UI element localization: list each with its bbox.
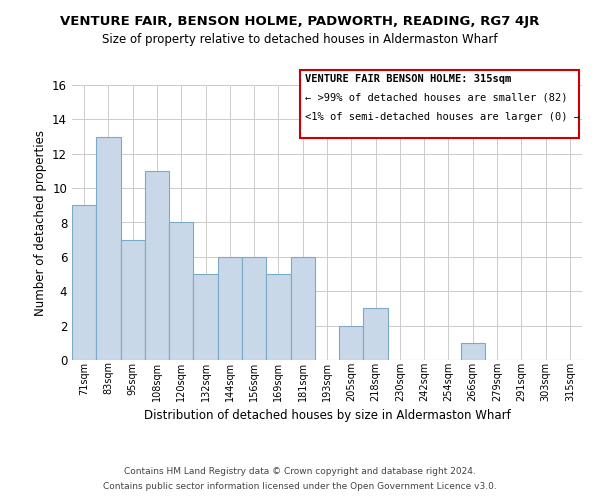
Bar	[461, 343, 485, 360]
Bar	[364, 308, 388, 360]
Bar	[242, 257, 266, 360]
Bar	[266, 274, 290, 360]
Bar	[72, 206, 96, 360]
Text: ← >99% of detached houses are smaller (82): ← >99% of detached houses are smaller (8…	[305, 93, 568, 103]
Bar	[96, 136, 121, 360]
Bar	[339, 326, 364, 360]
Text: Contains HM Land Registry data © Crown copyright and database right 2024.: Contains HM Land Registry data © Crown c…	[124, 467, 476, 476]
Bar	[121, 240, 145, 360]
Bar	[145, 171, 169, 360]
X-axis label: Distribution of detached houses by size in Aldermaston Wharf: Distribution of detached houses by size …	[143, 409, 511, 422]
Y-axis label: Number of detached properties: Number of detached properties	[34, 130, 47, 316]
Text: Contains public sector information licensed under the Open Government Licence v3: Contains public sector information licen…	[103, 482, 497, 491]
Text: Size of property relative to detached houses in Aldermaston Wharf: Size of property relative to detached ho…	[102, 32, 498, 46]
Text: VENTURE FAIR, BENSON HOLME, PADWORTH, READING, RG7 4JR: VENTURE FAIR, BENSON HOLME, PADWORTH, RE…	[61, 15, 539, 28]
Bar	[193, 274, 218, 360]
Text: <1% of semi-detached houses are larger (0) →: <1% of semi-detached houses are larger (…	[305, 112, 580, 122]
Bar	[290, 257, 315, 360]
Bar	[169, 222, 193, 360]
Bar	[218, 257, 242, 360]
Text: VENTURE FAIR BENSON HOLME: 315sqm: VENTURE FAIR BENSON HOLME: 315sqm	[305, 74, 511, 84]
